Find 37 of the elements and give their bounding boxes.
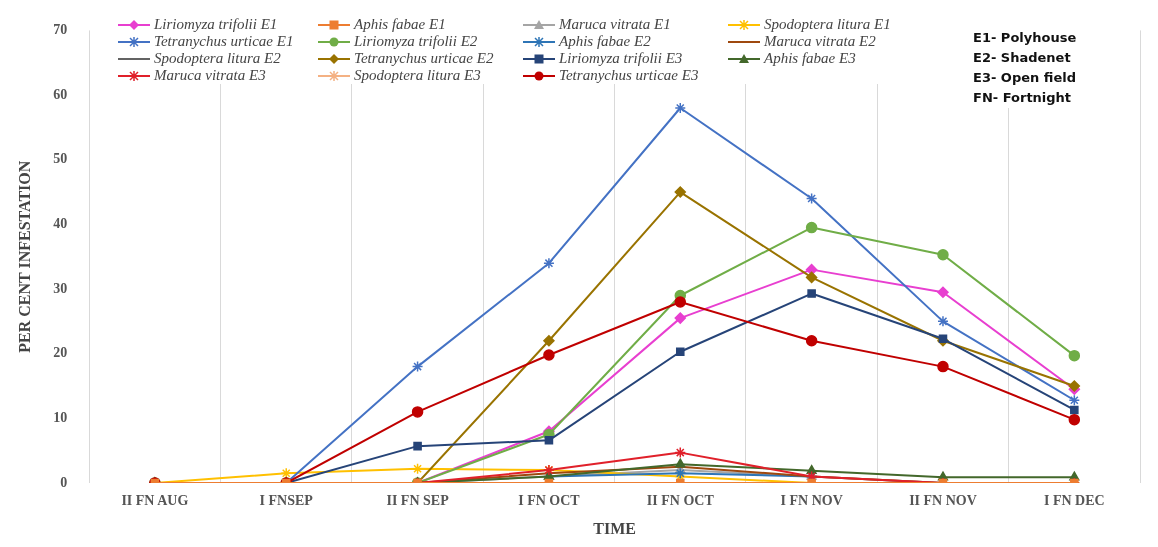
legend-label: Tetranychus urticae E2 xyxy=(354,50,494,67)
x-axis-title: TIME xyxy=(593,519,636,537)
annotation: E1- Polyhouse xyxy=(973,29,1077,47)
legend-label: Tetranychus urticae E1 xyxy=(154,33,294,50)
legend-label: Spodoptera litura E3 xyxy=(354,67,481,84)
y-tick-label: 30 xyxy=(53,280,68,296)
x-tick-label: II FN SEP xyxy=(386,493,450,509)
legend-label: Maruca vitrata E1 xyxy=(559,16,671,33)
y-axis-title: PER CENT INFESTATION xyxy=(15,160,33,353)
y-tick-label: 60 xyxy=(53,86,68,102)
annotation: E3- Open field xyxy=(973,69,1077,87)
legend-label: Maruca vitrata E2 xyxy=(764,33,876,50)
legend-label: Spodoptera litura E2 xyxy=(154,50,281,67)
legend-label: Aphis fabae E2 xyxy=(559,33,651,50)
annotation: E2- Shadenet xyxy=(973,49,1072,67)
legend-label: Maruca vitrata E3 xyxy=(154,67,266,84)
y-tick-label: 10 xyxy=(53,409,68,425)
x-tick-label: II FN OCT xyxy=(646,493,715,509)
x-tick-label: II FN AUG xyxy=(121,493,189,509)
x-tick-label: I FN NOV xyxy=(780,493,843,509)
y-tick-label: 0 xyxy=(60,474,68,490)
legend-label: Liriomyza trifolii E2 xyxy=(354,33,478,50)
y-tick-label: 40 xyxy=(53,215,68,231)
annotation: FN- Fortnight xyxy=(973,89,1073,107)
x-tick-label: I FN OCT xyxy=(518,493,581,509)
y-tick-label: 50 xyxy=(53,151,68,167)
y-tick-label: 20 xyxy=(53,345,68,361)
legend-label: Aphis fabae E3 xyxy=(764,50,856,67)
x-tick-label: II FN NOV xyxy=(909,493,977,509)
legend-label: Spodoptera litura E1 xyxy=(764,16,891,33)
legend-label: Aphis fabae E1 xyxy=(354,16,446,33)
legend-label: Tetranychus urticae E3 xyxy=(559,67,699,84)
x-tick-label: I FN DEC xyxy=(1043,493,1105,509)
legend-label: Liriomyza trifolii E1 xyxy=(154,16,278,33)
legend-label: Liriomyza trifolii E3 xyxy=(559,50,683,67)
y-tick-label: 70 xyxy=(53,22,68,38)
x-tick-label: I FNSEP xyxy=(259,493,314,509)
